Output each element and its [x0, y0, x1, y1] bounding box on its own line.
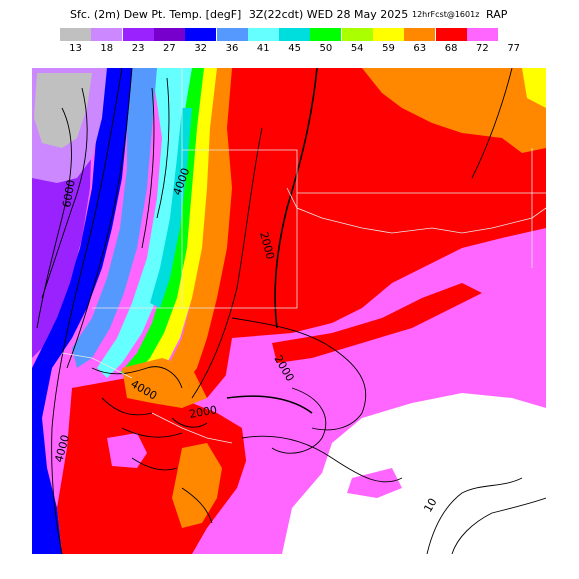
legend-tick-label: 45 [288, 43, 301, 54]
contour-label: 6000 [60, 179, 78, 209]
title-product: Sfc. (2m) Dew Pt. Temp. [degF] 3Z(22cdt)… [70, 8, 408, 21]
legend-tick-label: 50 [319, 43, 333, 54]
legend-tick-label: 59 [382, 43, 395, 54]
contour-line [36, 107, 72, 329]
legend-swatch [341, 28, 373, 41]
title-model: RAP [486, 8, 508, 21]
contour-line [91, 366, 183, 389]
legend-tick-label: 77 [507, 43, 521, 54]
contour-label: 2000 [188, 403, 218, 421]
legend-tick-label: 68 [444, 43, 458, 54]
legend-swatch [310, 28, 342, 41]
legend-tick-label: 72 [476, 43, 489, 54]
contour-line [101, 397, 153, 416]
field-orange-ne [362, 68, 546, 153]
contour-label: 10 [421, 496, 439, 515]
state-border [181, 68, 298, 188]
state-border [237, 193, 298, 309]
legend-swatch [247, 28, 279, 41]
contour-line [241, 435, 403, 483]
contour-line [471, 68, 513, 179]
contour-line [271, 387, 327, 454]
legend-swatch [279, 28, 311, 41]
legend-tick-label: 63 [413, 43, 427, 54]
field-white-se [282, 393, 546, 554]
title-valid-text: 3Z(22cdt) WED 28 May 2025 [248, 8, 409, 21]
field-purple-west [32, 128, 92, 358]
title-product-text: Sfc. (2m) Dew Pt. Temp. [degF] [70, 8, 242, 21]
legend-swatch [216, 28, 248, 41]
title-forecast: 12hrFcst@1601z [412, 10, 480, 19]
field-pink-se-pocket [347, 468, 402, 498]
legend-tick-label: 23 [131, 43, 145, 54]
field-red-north [182, 68, 546, 398]
contour-line [451, 497, 546, 554]
legend-swatch [373, 28, 404, 41]
legend-swatch [153, 28, 185, 41]
legend-swatch [185, 28, 217, 41]
contour-line [171, 417, 208, 428]
contour-layer [36, 68, 546, 554]
legend-tick-label: 54 [350, 43, 364, 54]
legend-tick-label: 13 [69, 43, 82, 54]
contour-line [131, 457, 178, 471]
legend-swatch [498, 28, 530, 41]
contour-line [181, 487, 213, 524]
field-orange-sw [122, 358, 207, 408]
state-border [286, 187, 546, 234]
legend-swatch [122, 28, 154, 41]
legend-swatch [404, 28, 436, 41]
field-teal-band [150, 108, 192, 308]
contour-line [51, 68, 123, 554]
field-lightblue-band [72, 68, 157, 368]
legend-tick-label: 27 [163, 43, 176, 54]
contour-line [231, 317, 367, 431]
map-title: Sfc. (2m) Dew Pt. Temp. [degF] 3Z(22cdt)… [0, 8, 579, 22]
contour-line [66, 68, 133, 369]
legend-swatch [435, 28, 467, 41]
contour-line [191, 127, 263, 399]
contour-line [156, 77, 170, 219]
boundary-layer [61, 68, 546, 444]
color-legend: 13 18 23 27 32 36 41 45 50 54 59 63 68 72 77 [60, 28, 530, 58]
contour-line [41, 87, 88, 299]
field-orange-sw-pocket [172, 443, 222, 528]
dewpoint-map: 6000 4000 2000 2000 4000 2000 4000 10 [32, 68, 546, 554]
state-border [151, 412, 233, 444]
contour-line [141, 87, 155, 249]
contour-line [121, 427, 183, 438]
contour-line [426, 477, 523, 554]
legend-tick-label: 41 [256, 43, 270, 54]
legend-tick-label: 36 [225, 43, 239, 54]
field-blue-band [32, 68, 132, 554]
contour-line [226, 395, 313, 414]
legend-tick-label: 32 [194, 43, 208, 54]
legend-swatch [91, 28, 123, 41]
contour-line [274, 68, 318, 329]
field-yellow-ne [522, 68, 546, 108]
field-green-band [120, 68, 204, 378]
field-pink-sw-pocket [107, 433, 147, 468]
legend-tick-label: 18 [100, 43, 114, 54]
legend-swatch [466, 28, 498, 41]
state-border [61, 352, 133, 379]
legend-swatch [60, 28, 91, 41]
